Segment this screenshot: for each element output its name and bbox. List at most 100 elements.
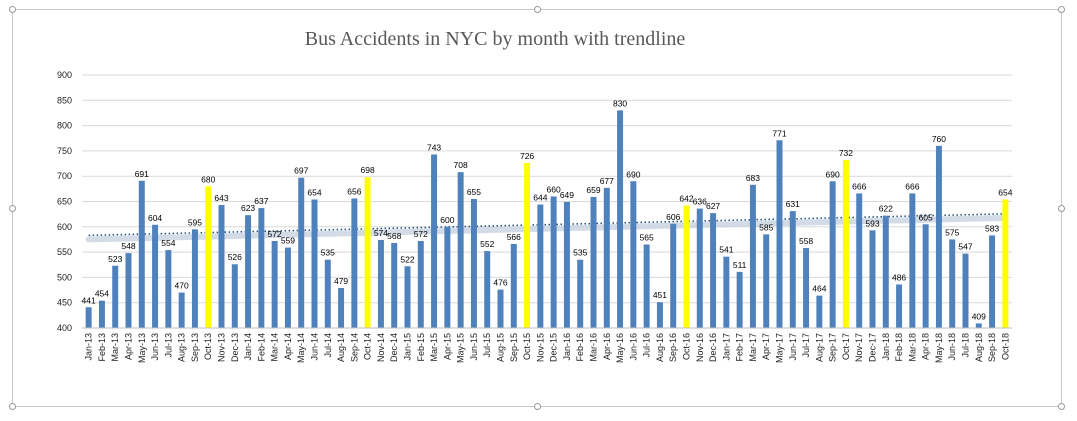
data-label-Jul-16: 565 xyxy=(640,233,654,243)
y-tick-label: 700 xyxy=(57,171,72,181)
bar-Oct-17[interactable] xyxy=(842,160,849,328)
bar-Mar-16[interactable] xyxy=(590,196,597,328)
bar-Jun-18[interactable] xyxy=(949,239,956,328)
resize-handle-middle-right[interactable] xyxy=(1058,205,1065,212)
bar-May-17[interactable] xyxy=(776,140,783,328)
bar-Jul-15[interactable] xyxy=(484,251,491,328)
data-label-Oct-15: 726 xyxy=(520,151,534,161)
data-label-Nov-16: 636 xyxy=(693,197,707,207)
data-label-Mar-15: 743 xyxy=(427,142,441,152)
bar-Dec-13[interactable] xyxy=(231,264,238,328)
bar-Apr-16[interactable] xyxy=(603,187,610,328)
bar-Apr-17[interactable] xyxy=(763,234,770,328)
bar-Dec-16[interactable] xyxy=(710,213,717,328)
bar-Jan-18[interactable] xyxy=(882,215,889,328)
bar-Apr-18[interactable] xyxy=(922,224,929,328)
bar-Apr-15[interactable] xyxy=(444,226,451,328)
data-label-Apr-17: 585 xyxy=(759,222,773,232)
x-tick-label: Nov-17 xyxy=(854,333,864,362)
bar-Jan-14[interactable] xyxy=(245,215,252,328)
x-tick-label: Feb-18 xyxy=(894,333,904,362)
bar-Aug-16[interactable] xyxy=(656,302,663,328)
bar-Sep-13[interactable] xyxy=(191,229,198,328)
bar-Jan-15[interactable] xyxy=(404,266,411,328)
y-tick-label: 850 xyxy=(57,95,72,105)
bar-Jan-16[interactable] xyxy=(563,202,570,328)
bar-Mar-14[interactable] xyxy=(271,240,278,328)
bar-Mar-18[interactable] xyxy=(909,193,916,328)
resize-handle-top-right[interactable] xyxy=(1058,6,1065,13)
bar-Aug-17[interactable] xyxy=(816,295,823,328)
bar-Mar-15[interactable] xyxy=(431,154,438,328)
bar-Oct-18[interactable] xyxy=(1002,199,1009,328)
bar-Mar-13[interactable] xyxy=(112,265,119,328)
bar-Jun-15[interactable] xyxy=(470,198,477,328)
bar-Sep-17[interactable] xyxy=(829,181,836,328)
bar-May-18[interactable] xyxy=(935,145,942,328)
bar-Feb-14[interactable] xyxy=(258,208,265,328)
bar-Jul-14[interactable] xyxy=(324,259,331,328)
bar-Nov-13[interactable] xyxy=(218,205,225,328)
y-tick-label: 750 xyxy=(57,146,72,156)
bar-May-14[interactable] xyxy=(298,177,305,328)
bar-Feb-18[interactable] xyxy=(896,284,903,328)
x-tick-label: Oct-14 xyxy=(363,333,373,360)
bar-Nov-17[interactable] xyxy=(856,193,863,328)
bar-Nov-15[interactable] xyxy=(537,204,544,328)
bar-Feb-17[interactable] xyxy=(736,271,743,328)
bar-May-16[interactable] xyxy=(617,110,624,328)
data-label-Jan-18: 622 xyxy=(879,204,893,214)
bar-Mar-17[interactable] xyxy=(749,184,756,328)
bar-Apr-13[interactable] xyxy=(125,253,132,328)
bar-Oct-15[interactable] xyxy=(524,163,531,328)
data-label-Aug-14: 479 xyxy=(334,276,348,286)
resize-handle-bottom-left[interactable] xyxy=(9,403,16,410)
bar-Sep-15[interactable] xyxy=(510,244,517,328)
bar-Jul-16[interactable] xyxy=(643,244,650,328)
bar-Aug-13[interactable] xyxy=(178,292,185,328)
bar-Jan-17[interactable] xyxy=(723,256,730,328)
bar-May-13[interactable] xyxy=(138,180,145,328)
resize-handle-bottom-center[interactable] xyxy=(534,403,541,410)
bar-Oct-14[interactable] xyxy=(364,177,371,328)
resize-handle-top-center[interactable] xyxy=(534,6,541,13)
bar-Jun-17[interactable] xyxy=(789,211,796,328)
bar-Sep-14[interactable] xyxy=(351,198,358,328)
bar-Dec-15[interactable] xyxy=(550,196,557,328)
bar-Jan-13[interactable] xyxy=(85,307,92,328)
bar-Aug-15[interactable] xyxy=(497,289,504,328)
bar-Feb-15[interactable] xyxy=(417,240,424,328)
resize-handle-middle-left[interactable] xyxy=(9,205,16,212)
bar-May-15[interactable] xyxy=(457,172,464,328)
bar-Jul-13[interactable] xyxy=(165,250,172,328)
bar-Aug-18[interactable] xyxy=(975,323,982,328)
bar-Oct-16[interactable] xyxy=(683,205,690,328)
resize-handle-top-left[interactable] xyxy=(9,6,16,13)
bar-Sep-18[interactable] xyxy=(989,235,996,328)
bar-Jul-17[interactable] xyxy=(803,248,810,328)
bar-Feb-16[interactable] xyxy=(577,259,584,328)
bar-Nov-14[interactable] xyxy=(377,239,384,328)
bar-Dec-17[interactable] xyxy=(869,230,876,328)
bar-Oct-13[interactable] xyxy=(205,186,212,328)
bar-Sep-16[interactable] xyxy=(670,223,677,328)
chart-title: Bus Accidents in NYC by month with trend… xyxy=(304,28,686,50)
bar-Apr-14[interactable] xyxy=(284,247,291,328)
x-tick-label: Jul-14 xyxy=(323,333,333,358)
bar-Nov-16[interactable] xyxy=(696,208,703,328)
data-labels: 4414545235486916045544705956806435266236… xyxy=(82,98,1013,321)
bar-Jul-18[interactable] xyxy=(962,253,969,328)
x-tick-label: Aug-14 xyxy=(336,333,346,362)
data-label-Jul-15: 552 xyxy=(480,239,494,249)
bar-Jun-16[interactable] xyxy=(630,181,637,328)
bar-Dec-14[interactable] xyxy=(391,242,398,328)
bar-Feb-13[interactable] xyxy=(98,300,105,328)
x-tick-label: Apr-14 xyxy=(283,333,293,360)
bar-Aug-14[interactable] xyxy=(338,288,345,328)
bar-Jun-14[interactable] xyxy=(311,199,318,328)
resize-handle-bottom-right[interactable] xyxy=(1058,403,1065,410)
data-label-Sep-18: 583 xyxy=(985,223,999,233)
bar-Jun-13[interactable] xyxy=(152,224,159,328)
data-label-May-14: 697 xyxy=(294,166,308,176)
